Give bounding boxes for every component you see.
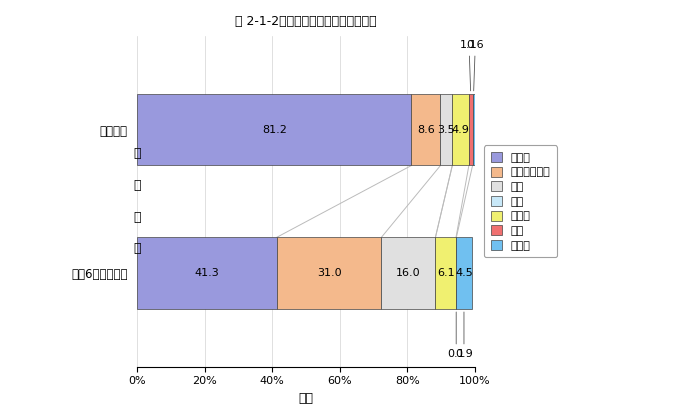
Bar — [276, 237, 382, 309]
Text: 31.0: 31.0 — [316, 268, 342, 278]
Title: 図 2-1-2　職業と性別との関係（男）: 図 2-1-2 職業と性別との関係（男） — [235, 15, 377, 28]
Bar — [440, 94, 452, 165]
Bar — [137, 94, 412, 165]
X-axis label: 割合: 割合 — [299, 392, 314, 405]
Bar — [456, 237, 472, 309]
Bar — [137, 237, 276, 309]
Text: 別: 別 — [133, 242, 141, 255]
Text: 3.5: 3.5 — [438, 125, 455, 134]
Text: 41.3: 41.3 — [195, 268, 219, 278]
Text: 6.1: 6.1 — [437, 268, 454, 278]
Text: 還: 還 — [133, 179, 141, 192]
Text: 返: 返 — [133, 147, 141, 160]
Bar — [435, 237, 456, 309]
Legend: 正社員, アルバイト等, 無職, 主婦, 自営業, 学生, その他: 正社員, アルバイト等, 無職, 主婦, 自営業, 学生, その他 — [484, 145, 557, 257]
Text: 4.5: 4.5 — [455, 268, 472, 278]
Text: 8.6: 8.6 — [417, 125, 435, 134]
Bar — [382, 237, 435, 309]
Text: 81.2: 81.2 — [262, 125, 287, 134]
Text: 16.0: 16.0 — [396, 268, 421, 278]
Text: 0.9: 0.9 — [455, 312, 472, 360]
Text: 1.1: 1.1 — [460, 40, 478, 91]
Bar — [473, 94, 475, 165]
Text: 0.6: 0.6 — [466, 40, 484, 91]
Bar — [469, 94, 472, 165]
Text: 種: 種 — [133, 211, 141, 224]
Bar — [412, 94, 440, 165]
Bar — [452, 94, 469, 165]
Text: 4.9: 4.9 — [452, 125, 470, 134]
Text: 0.1: 0.1 — [447, 312, 465, 360]
